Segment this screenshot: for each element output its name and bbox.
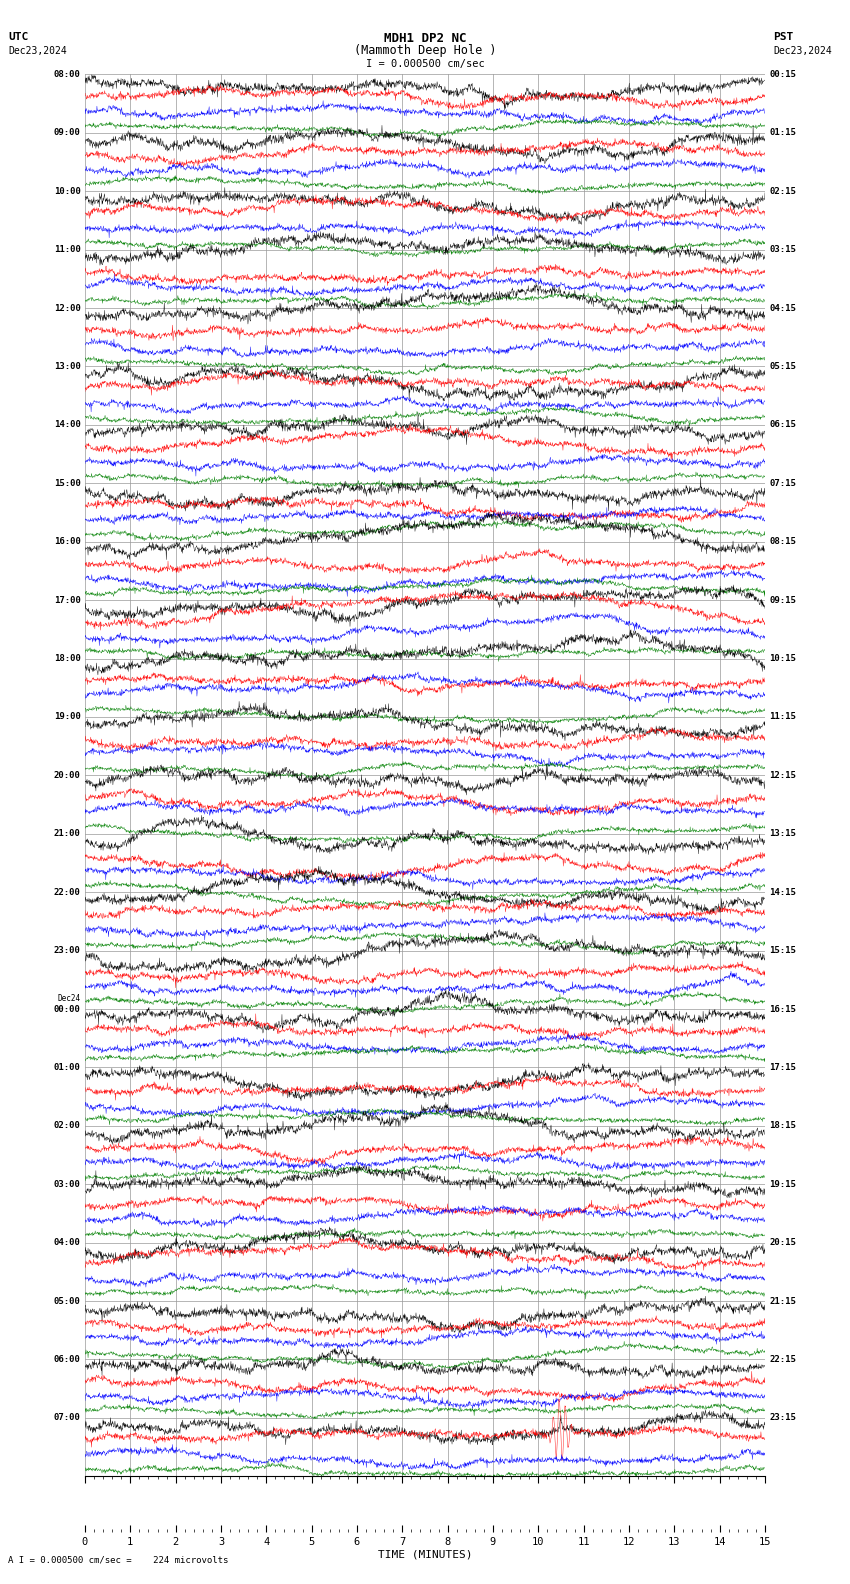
Text: Dec23,2024: Dec23,2024: [8, 46, 67, 55]
Text: MDH1 DP2 NC: MDH1 DP2 NC: [383, 32, 467, 44]
Text: 21:00: 21:00: [54, 830, 81, 838]
Text: 03:15: 03:15: [769, 246, 796, 253]
Text: 06:15: 06:15: [769, 420, 796, 429]
Text: 23:00: 23:00: [54, 946, 81, 955]
Text: 04:15: 04:15: [769, 304, 796, 312]
Text: Dec24: Dec24: [58, 993, 81, 1003]
Text: 11:15: 11:15: [769, 713, 796, 721]
Text: 01:00: 01:00: [54, 1063, 81, 1072]
Text: 06:00: 06:00: [54, 1354, 81, 1364]
Text: 20:15: 20:15: [769, 1239, 796, 1247]
Text: UTC: UTC: [8, 32, 29, 41]
Text: 10:00: 10:00: [54, 187, 81, 196]
Text: 14:00: 14:00: [54, 420, 81, 429]
Text: 02:00: 02:00: [54, 1121, 81, 1131]
Text: PST: PST: [774, 32, 794, 41]
Text: 07:15: 07:15: [769, 478, 796, 488]
Text: 07:00: 07:00: [54, 1413, 81, 1422]
Text: 14:15: 14:15: [769, 887, 796, 897]
Text: 09:15: 09:15: [769, 596, 796, 605]
Text: 16:00: 16:00: [54, 537, 81, 546]
Text: 19:00: 19:00: [54, 713, 81, 721]
Text: 00:00: 00:00: [54, 1004, 81, 1014]
Text: 09:00: 09:00: [54, 128, 81, 138]
Text: 21:15: 21:15: [769, 1297, 796, 1305]
Text: 18:00: 18:00: [54, 654, 81, 664]
Text: 02:15: 02:15: [769, 187, 796, 196]
Text: Dec23,2024: Dec23,2024: [774, 46, 832, 55]
Text: 22:00: 22:00: [54, 887, 81, 897]
Text: 13:00: 13:00: [54, 363, 81, 371]
Text: 16:15: 16:15: [769, 1004, 796, 1014]
Text: 04:00: 04:00: [54, 1239, 81, 1247]
Text: A I = 0.000500 cm/sec =    224 microvolts: A I = 0.000500 cm/sec = 224 microvolts: [8, 1555, 229, 1565]
Text: 15:15: 15:15: [769, 946, 796, 955]
Text: 20:00: 20:00: [54, 771, 81, 779]
Text: 12:00: 12:00: [54, 304, 81, 312]
Text: 05:00: 05:00: [54, 1297, 81, 1305]
Text: 23:15: 23:15: [769, 1413, 796, 1422]
Text: I = 0.000500 cm/sec: I = 0.000500 cm/sec: [366, 59, 484, 68]
Text: 19:15: 19:15: [769, 1180, 796, 1188]
Text: 11:00: 11:00: [54, 246, 81, 253]
Text: 13:15: 13:15: [769, 830, 796, 838]
Text: 01:15: 01:15: [769, 128, 796, 138]
Text: (Mammoth Deep Hole ): (Mammoth Deep Hole ): [354, 44, 496, 57]
Text: 08:15: 08:15: [769, 537, 796, 546]
Text: 18:15: 18:15: [769, 1121, 796, 1131]
Text: 17:00: 17:00: [54, 596, 81, 605]
Text: 03:00: 03:00: [54, 1180, 81, 1188]
Text: 15:00: 15:00: [54, 478, 81, 488]
Text: 08:00: 08:00: [54, 70, 81, 79]
Text: 00:15: 00:15: [769, 70, 796, 79]
Text: 12:15: 12:15: [769, 771, 796, 779]
Text: 17:15: 17:15: [769, 1063, 796, 1072]
Text: 10:15: 10:15: [769, 654, 796, 664]
Text: 22:15: 22:15: [769, 1354, 796, 1364]
X-axis label: TIME (MINUTES): TIME (MINUTES): [377, 1549, 473, 1559]
Text: 05:15: 05:15: [769, 363, 796, 371]
